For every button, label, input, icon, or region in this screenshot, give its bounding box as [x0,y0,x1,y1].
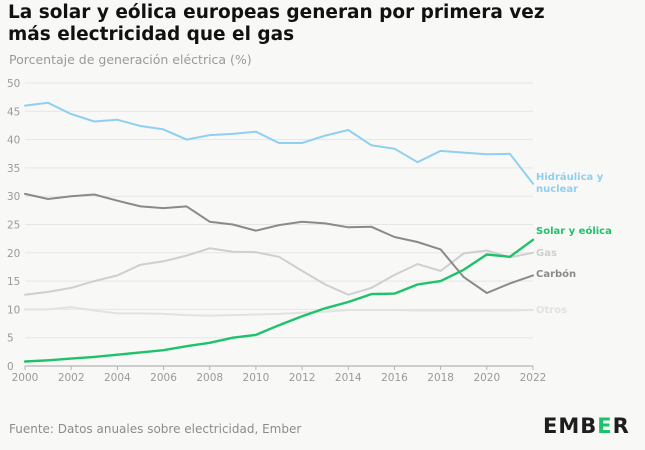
x-tick-label: 2002 [58,372,85,384]
series-line-solar-y-eolica [23,238,535,363]
series-label-carbon: Carbón [536,268,576,280]
chart-title: La solar y eólica europeas generan por p… [8,2,608,46]
x-tick-label: 2008 [196,372,223,384]
x-tick-label: 2010 [243,372,270,384]
x-tick-label: 2016 [381,372,408,384]
source-note: Fuente: Datos anuales sobre electricidad… [9,422,302,436]
series-label-hidraulica-y-nuclear: Hidráulica y nuclear [536,171,604,195]
y-tick-label: 45 [7,106,20,118]
series-line-otros [24,306,534,317]
series-line-carbon [24,192,534,294]
chart-title-line-1: La solar y eólica europeas generan por p… [8,2,545,23]
logo-letter: M [558,414,581,438]
y-tick-label: 40 [7,135,20,147]
series-label-otros: Otros [536,305,567,316]
x-tick-label: 2018 [427,372,454,384]
y-tick-label: 15 [7,276,20,288]
logo-letter: B [580,414,598,438]
series-lines [23,101,535,363]
y-tick-label: 20 [7,248,20,260]
chart-title-line-2: más electricidad que el gas [8,24,295,45]
y-tick-label: 50 [7,78,20,90]
x-tick-label: 2012 [289,372,316,384]
series-label-line: Hidráulica y [536,171,604,183]
series-line-hidraulica-y-nuclear [24,101,534,185]
chart-subtitle: Porcentaje de generación eléctrica (%) [9,52,252,67]
series-labels: Otros Gas Carbón Hidráulica y nuclear Solar y… [536,171,612,316]
x-tick-label: 2020 [473,372,500,384]
ember-logo: EMBER [543,414,630,438]
x-tick-label: 2004 [104,372,131,384]
series-line-gas [24,247,534,296]
y-tick-label: 0 [7,361,14,373]
y-tick-label: 35 [7,163,20,175]
chart-grid [25,82,533,367]
x-tick-label: 2014 [335,372,362,384]
series-label-line: Solar y eólica [536,225,612,237]
x-tick-label: 2000 [12,372,39,384]
x-tick-label: 2006 [150,372,177,384]
y-tick-label: 25 [7,220,20,232]
series-label-gas: Gas [536,248,557,259]
y-tick-label: 30 [7,191,20,203]
logo-letter: E [543,414,559,438]
x-axis-ticks: 2000 2002 2004 2006 2008 2010 2012 2014 2016 2018… [12,366,547,384]
series-label-line: Carbón [536,268,576,280]
y-tick-label: 10 [7,304,20,316]
logo-letter-accent: E [597,414,613,438]
logo-letter: R [612,414,630,438]
series-label-solar-y-eolica: Solar y eólica [536,225,612,237]
series-label-line: Otros [536,305,567,316]
y-tick-label: 5 [7,333,14,345]
x-tick-label: 2022 [520,372,547,384]
series-label-line: Gas [536,248,557,259]
series-label-line: nuclear [536,184,578,195]
y-axis-ticks: 0 5 10 15 20 25 30 35 40 45 50 [7,78,20,373]
